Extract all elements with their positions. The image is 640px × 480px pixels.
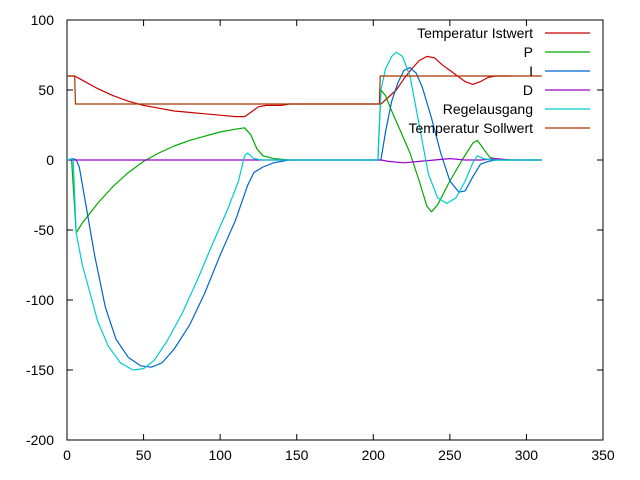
axis-ticks: 0 50 100 150 200 250 300 350 -200 -150 -100 -50 0 50 1… [26,12,615,463]
y-tick-label: 100 [31,12,55,28]
x-tick-label: 200 [362,447,386,463]
series-line-regelausgang [66,51,542,371]
y-tick-label: -200 [26,432,54,448]
x-tick-label: 0 [63,447,71,463]
legend-label-temperatur-sollwert: Temperatur Sollwert [409,120,534,136]
legend-label-regelausgang: Regelausgang [443,101,533,117]
x-tick-label: 50 [136,447,152,463]
y-tick-label: -100 [26,292,54,308]
legend-label-temperatur-istwert: Temperatur Istwert [417,25,533,41]
legend-label-i: I [529,63,533,79]
series-line-temperatur-sollwert [67,75,542,105]
y-tick-label: -50 [34,222,54,238]
series-line-d [67,158,542,164]
x-tick-label: 150 [285,447,309,463]
x-tick-label: 300 [515,447,539,463]
x-tick-label: 100 [208,447,232,463]
x-tick-label: 250 [438,447,462,463]
series-lines [66,51,542,371]
series-line-i [66,67,542,368]
legend-label-p: P [524,44,533,60]
y-tick-label: 0 [46,152,54,168]
legend: Temperatur Istwert PID Regelausgang Tempera… [409,25,590,136]
legend-label-d: D [523,82,533,98]
y-tick-label: -150 [26,362,54,378]
x-tick-label: 350 [591,447,615,463]
y-tick-label: 50 [38,82,54,98]
